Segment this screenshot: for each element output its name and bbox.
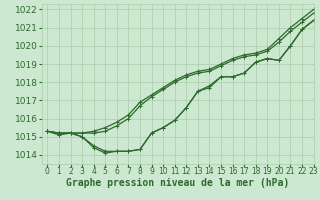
X-axis label: Graphe pression niveau de la mer (hPa): Graphe pression niveau de la mer (hPa) (66, 178, 289, 188)
